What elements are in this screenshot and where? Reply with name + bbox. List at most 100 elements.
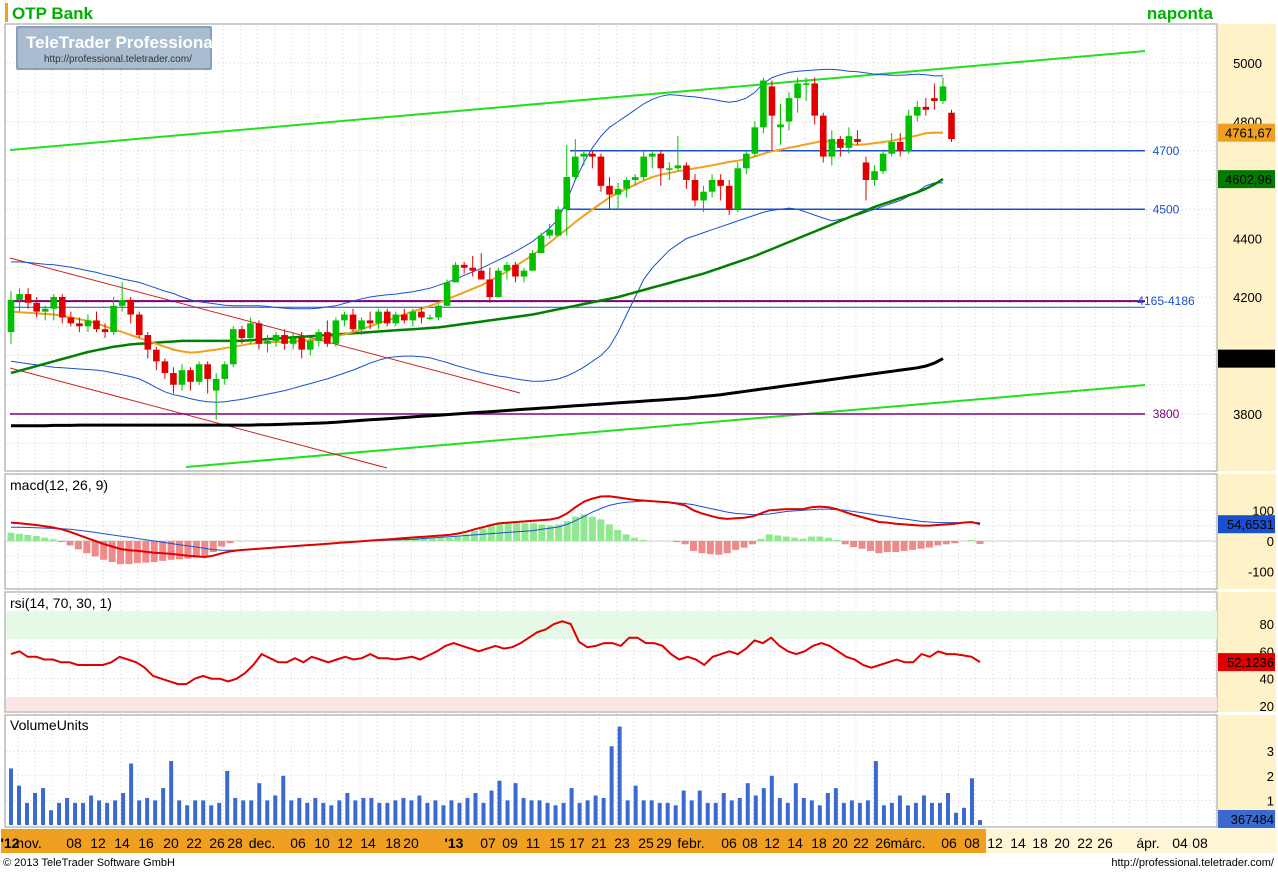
candle-body [435,305,442,318]
candle-body [785,98,793,122]
bollinger-bands [10,68,943,403]
volume-bar [905,805,910,825]
candle [50,294,58,321]
candle-body [170,373,177,385]
candle-body [580,153,588,157]
candle [580,150,588,166]
last-value-label: 4602,96 [1225,172,1272,187]
candle-body [281,335,288,344]
macd-histogram-bar [631,537,639,541]
candle [503,261,511,280]
volume-bar [73,802,78,825]
candle-body [674,165,682,169]
macd-histogram-bar [765,534,773,541]
title-accent [5,3,8,22]
last-value-tag [1218,349,1275,368]
macd-histogram-bar [900,541,908,551]
volume-bar [961,807,966,825]
candle-body [811,83,818,116]
candle [178,364,186,391]
volume-bar [953,812,958,825]
candle [135,311,143,338]
volume-bar [137,800,142,825]
x-tick-label: 20 [403,835,419,851]
macd-histogram-bar [588,516,596,541]
volume-bar [657,802,662,825]
x-tick-label: 22 [186,835,202,851]
candle-body [802,83,810,85]
macd-histogram-bar [572,516,580,541]
candle [845,127,853,154]
volume-bar [465,797,470,825]
candle-body [358,320,365,330]
candle [768,80,776,151]
volume-bar [769,775,774,825]
candle [59,294,66,324]
candle [247,317,254,344]
candle-body [101,329,109,333]
candle [648,150,656,169]
macd-histogram-bar [597,519,605,541]
candle-body [401,314,408,321]
volume-bar [601,797,606,825]
candle-body [16,294,23,300]
volume-bar [913,802,918,825]
macd-histogram-bar [108,541,116,562]
x-tick-label: 20 [1054,835,1070,851]
candle-body [777,124,784,128]
candle-body [324,332,331,344]
candle [623,177,630,198]
x-tick-label: 08 [964,835,980,851]
volume-bar [17,785,22,825]
candle [529,250,536,271]
volume-bar [417,795,422,825]
macd-line [10,495,981,559]
candle [717,174,724,201]
candle [41,305,49,321]
candle-body [41,308,49,312]
rsi-tick-label: 80 [1260,617,1274,632]
macd-histogram-bar [125,541,133,565]
macd-histogram-bar [66,541,74,546]
volume-bar [585,800,590,825]
x-tick-label: 26 [1097,835,1113,851]
macd-histogram-bar [521,523,529,541]
macd-histogram-bar [176,541,184,560]
macd-histogram-bar [925,541,933,548]
candle [700,185,707,213]
candle [460,261,468,274]
price-panel [4,23,1218,472]
volume-tick-label: 2 [1267,769,1274,784]
macd-tick-label: -100 [1248,565,1274,580]
volume-bar [873,761,878,825]
x-tick-label: nov. [16,835,41,851]
x-axis-history-band [1,829,986,853]
level-label: 4165-4186 [1137,294,1195,308]
candle-body [375,311,382,324]
volume-bar [473,793,478,825]
candle [495,267,502,297]
candle [67,311,75,327]
candle [341,311,348,327]
candle [315,329,323,347]
x-tick-label: 09 [502,835,518,851]
volume-bar [233,797,238,825]
candle-body [67,317,75,324]
candle [751,121,759,157]
candle-body [272,335,280,341]
macd-histogram-bar [622,534,630,541]
candle [153,346,160,371]
downtrend-line-lower [9,367,388,469]
trend-lines [9,50,1146,469]
last-value-tag [1218,123,1275,142]
upper-channel-line [9,50,1146,151]
volume-bar [177,800,182,825]
candle [606,177,613,210]
candle-body [520,270,528,277]
candle-body [230,329,237,365]
candle-body [589,153,596,157]
x-tick-label: 14 [114,835,130,851]
macd-histogram-bar [58,541,66,543]
